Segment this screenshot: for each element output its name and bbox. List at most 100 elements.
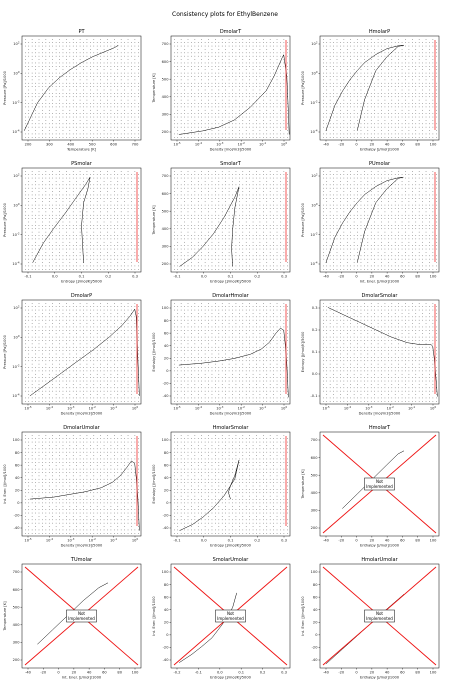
data-point: [45, 113, 47, 114]
data-point: [90, 269, 91, 270]
data-point: [388, 218, 389, 219]
data-point: [256, 228, 257, 230]
data-point: [350, 113, 351, 114]
data-point: [201, 86, 202, 87]
data-point: [218, 72, 220, 74]
data-point: [83, 55, 84, 57]
data-point: [273, 133, 274, 135]
data-point: [401, 93, 403, 94]
data-point: [177, 76, 179, 77]
data-point: [357, 258, 358, 260]
data-point: [211, 126, 213, 128]
data-point: [259, 184, 261, 186]
data-point: [225, 235, 226, 236]
data-point: [249, 214, 250, 216]
data-point: [384, 137, 386, 138]
data-point: [329, 228, 331, 230]
data-point: [273, 130, 274, 131]
data-point: [263, 238, 264, 240]
data-point: [249, 245, 250, 246]
data-point: [408, 113, 410, 114]
data-point: [127, 59, 129, 60]
data-point: [25, 66, 26, 67]
data-point: [283, 86, 285, 87]
data-point: [343, 225, 345, 226]
data-point: [114, 177, 115, 179]
data-point: [259, 204, 261, 206]
data-point: [235, 245, 237, 246]
data-point: [86, 258, 88, 260]
data-point: [114, 265, 115, 267]
data-point: [415, 93, 417, 94]
data-point: [48, 221, 50, 223]
data-point: [194, 184, 196, 186]
data-point: [218, 201, 220, 203]
data-point: [66, 45, 67, 47]
data-point: [100, 258, 101, 260]
data-point: [249, 194, 250, 196]
data-point: [249, 258, 250, 260]
data-point: [228, 252, 230, 253]
data-point: [225, 177, 226, 179]
data-point: [79, 171, 81, 172]
data-point: [343, 93, 345, 94]
data-point: [100, 62, 101, 64]
data-point: [394, 86, 396, 87]
data-point: [174, 187, 175, 189]
data-point: [370, 198, 372, 199]
data-point: [405, 123, 406, 125]
data-point: [86, 208, 88, 209]
data-point: [377, 204, 379, 206]
data-point: [25, 245, 26, 246]
data-point: [59, 245, 60, 246]
data-point: [357, 72, 358, 74]
data-point: [269, 103, 271, 104]
data-point: [232, 72, 233, 74]
data-point: [370, 66, 372, 67]
data-point: [367, 262, 369, 263]
data-point: [90, 52, 91, 54]
data-point: [174, 171, 175, 172]
data-point: [418, 39, 420, 40]
data-point: [28, 241, 30, 243]
data-point: [232, 106, 233, 108]
data-point: [252, 103, 254, 104]
data-point: [343, 72, 345, 74]
data-point: [412, 106, 413, 108]
data-point: [184, 208, 185, 209]
data-point: [245, 194, 247, 196]
data-point: [394, 137, 396, 138]
data-point: [323, 106, 324, 108]
data-point: [90, 69, 91, 71]
data-point: [287, 245, 288, 246]
data-point: [114, 103, 115, 104]
data-point: [228, 265, 230, 267]
y-tick-label: 102: [13, 173, 20, 179]
data-point: [266, 238, 268, 240]
data-point: [52, 133, 53, 135]
data-point: [432, 72, 434, 74]
data-point: [398, 137, 399, 138]
data-point: [415, 42, 417, 43]
data-point: [384, 106, 386, 108]
data-point: [340, 130, 341, 131]
data-point: [374, 214, 375, 216]
data-point: [131, 133, 132, 135]
data-point: [364, 72, 365, 74]
data-point: [266, 109, 268, 111]
data-point: [280, 194, 281, 196]
data-point: [415, 45, 417, 47]
data-point: [131, 113, 132, 114]
data-point: [69, 258, 71, 260]
data-point: [283, 116, 285, 118]
data-point: [401, 49, 403, 50]
data-point: [432, 42, 434, 43]
data-point: [276, 238, 278, 240]
data-point: [66, 228, 67, 230]
data-point: [242, 177, 244, 179]
data-point: [259, 265, 261, 267]
data-point: [187, 52, 189, 54]
data-point: [280, 248, 281, 250]
data-point: [35, 187, 36, 189]
data-point: [117, 221, 119, 223]
